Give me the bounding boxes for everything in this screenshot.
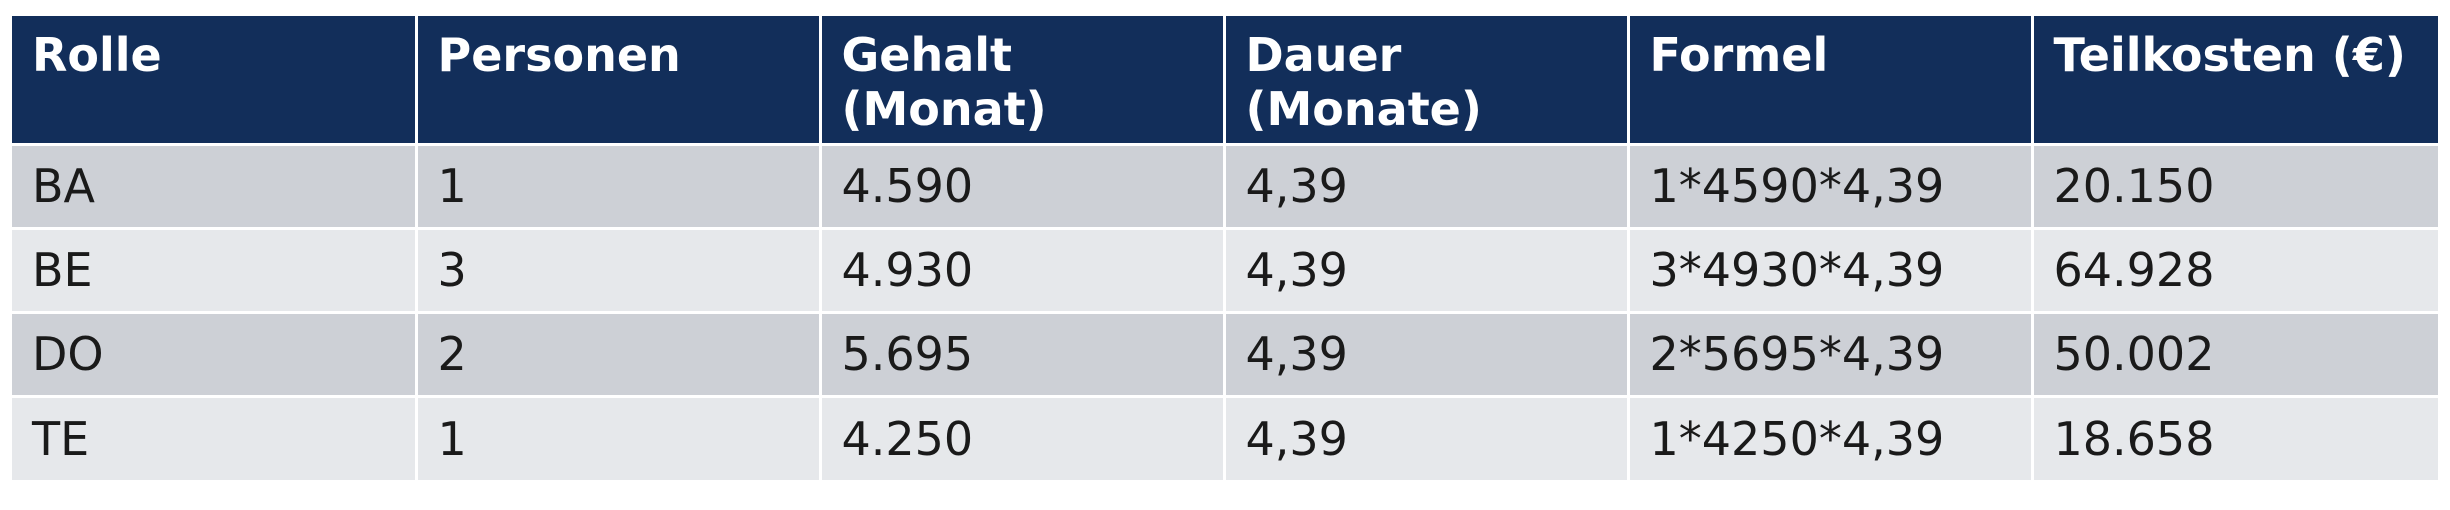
cell-dauer: 4,39 (1224, 394, 1630, 480)
cell-formel: 2*5695*4,39 (1628, 310, 2034, 396)
header-row: Rolle Personen Gehalt (Monat) Dauer (Mon… (12, 16, 2438, 144)
cell-formel: 3*4930*4,39 (1628, 226, 2034, 312)
cell-formel: 1*4250*4,39 (1628, 394, 2034, 480)
table-body: BA 1 4.590 4,39 1*4590*4,39 20.150 BE 3 … (12, 142, 2438, 480)
table-row: TE 1 4.250 4,39 1*4250*4,39 18.658 (12, 394, 2438, 480)
cell-personen: 3 (416, 226, 822, 312)
table-header: Rolle Personen Gehalt (Monat) Dauer (Mon… (12, 16, 2438, 144)
cell-teilkosten: 64.928 (2032, 226, 2438, 312)
header-personen: Personen (416, 16, 822, 144)
cell-teilkosten: 50.002 (2032, 310, 2438, 396)
cell-gehalt: 4.590 (820, 142, 1226, 228)
cell-dauer: 4,39 (1224, 310, 1630, 396)
cell-gehalt: 4.250 (820, 394, 1226, 480)
header-formel: Formel (1628, 16, 2034, 144)
cost-table: Rolle Personen Gehalt (Monat) Dauer (Mon… (12, 16, 2438, 480)
cell-rolle: BA (12, 142, 418, 228)
cell-teilkosten: 18.658 (2032, 394, 2438, 480)
cell-personen: 1 (416, 394, 822, 480)
cell-personen: 1 (416, 142, 822, 228)
cell-teilkosten: 20.150 (2032, 142, 2438, 228)
cell-dauer: 4,39 (1224, 142, 1630, 228)
header-teilkosten: Teilkosten (€) (2032, 16, 2438, 144)
cell-rolle: TE (12, 394, 418, 480)
cell-dauer: 4,39 (1224, 226, 1630, 312)
cell-rolle: BE (12, 226, 418, 312)
table-row: DO 2 5.695 4,39 2*5695*4,39 50.002 (12, 310, 2438, 396)
header-rolle: Rolle (12, 16, 418, 144)
cell-formel: 1*4590*4,39 (1628, 142, 2034, 228)
table-row: BA 1 4.590 4,39 1*4590*4,39 20.150 (12, 142, 2438, 228)
cell-gehalt: 4.930 (820, 226, 1226, 312)
cost-table-container: Rolle Personen Gehalt (Monat) Dauer (Mon… (12, 16, 2438, 480)
header-dauer: Dauer (Monate) (1224, 16, 1630, 144)
cell-gehalt: 5.695 (820, 310, 1226, 396)
cell-personen: 2 (416, 310, 822, 396)
header-gehalt: Gehalt (Monat) (820, 16, 1226, 144)
table-row: BE 3 4.930 4,39 3*4930*4,39 64.928 (12, 226, 2438, 312)
cell-rolle: DO (12, 310, 418, 396)
